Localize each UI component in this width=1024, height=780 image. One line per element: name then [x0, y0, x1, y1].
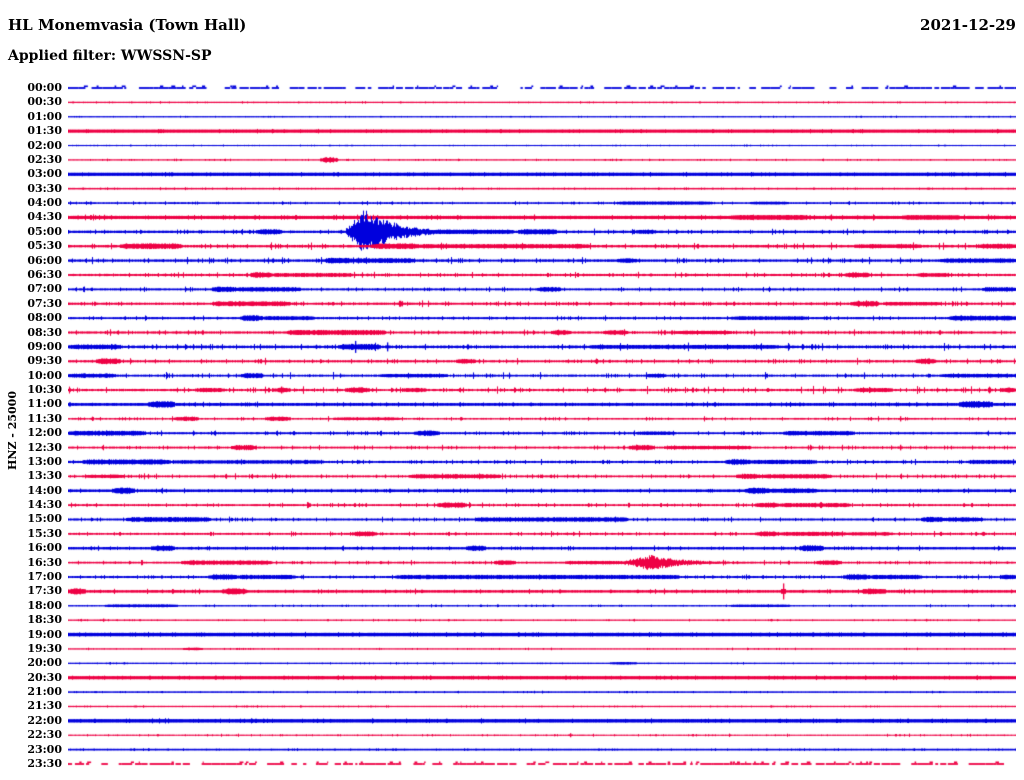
station-title: HL Monemvasia (Town Hall) [8, 16, 247, 34]
row-time-label: 03:00 [27, 167, 62, 181]
row-time-label: 06:00 [27, 253, 62, 267]
row-time-label: 03:30 [27, 181, 62, 195]
record-date: 2021-12-29 [920, 16, 1016, 34]
seismogram-traces [68, 82, 1016, 774]
row-time-label: 14:30 [27, 498, 62, 512]
row-time-label: 08:30 [27, 325, 62, 339]
row-time-label: 23:00 [27, 742, 62, 756]
row-time-label: 04:00 [27, 196, 62, 210]
time-label-column: 00:00 00:30 01:00 01:30 02:00 02:30 03:00 03:30… [0, 0, 62, 780]
row-time-label: 10:00 [27, 368, 62, 382]
row-time-label: 21:00 [27, 685, 62, 699]
row-time-label: 11:30 [27, 411, 62, 425]
row-time-label: 13:00 [27, 454, 62, 468]
row-time-label: 15:00 [27, 512, 62, 526]
row-time-label: 18:00 [27, 598, 62, 612]
row-time-label: 00:00 [27, 81, 62, 94]
row-time-label: 07:00 [27, 282, 62, 296]
row-time-label: 17:30 [27, 584, 62, 598]
row-time-label: 05:00 [27, 224, 62, 238]
row-time-label: 16:30 [27, 555, 62, 569]
row-time-label: 23:30 [27, 757, 62, 770]
row-time-label: 22:30 [27, 728, 62, 742]
row-time-label: 06:30 [27, 267, 62, 281]
row-time-label: 08:00 [27, 311, 62, 325]
row-time-label: 11:00 [27, 397, 62, 411]
row-time-label: 20:00 [27, 656, 62, 670]
row-time-label: 19:30 [27, 641, 62, 655]
row-time-label: 02:30 [27, 152, 62, 166]
row-time-label: 10:30 [27, 383, 62, 397]
row-time-label: 01:30 [27, 124, 62, 138]
row-time-label: 16:00 [27, 541, 62, 555]
row-time-label: 18:30 [27, 613, 62, 627]
row-time-label: 12:30 [27, 440, 62, 454]
row-time-label: 15:30 [27, 526, 62, 540]
row-time-label: 09:00 [27, 339, 62, 353]
row-time-label: 13:30 [27, 469, 62, 483]
row-time-label: 00:30 [27, 95, 62, 109]
row-time-label: 05:30 [27, 239, 62, 253]
row-time-label: 01:00 [27, 109, 62, 123]
row-time-label: 19:00 [27, 627, 62, 641]
row-time-label: 17:00 [27, 570, 62, 584]
applied-filter-label: Applied filter: WWSSN-SP [8, 48, 212, 64]
row-time-label: 22:00 [27, 713, 62, 727]
row-time-label: 09:30 [27, 354, 62, 368]
row-time-label: 21:30 [27, 699, 62, 713]
row-time-label: 20:30 [27, 670, 62, 684]
row-time-label: 07:30 [27, 296, 62, 310]
row-time-label: 02:00 [27, 138, 62, 152]
row-time-label: 14:00 [27, 483, 62, 497]
row-time-label: 04:30 [27, 210, 62, 224]
row-time-label: 12:00 [27, 426, 62, 440]
